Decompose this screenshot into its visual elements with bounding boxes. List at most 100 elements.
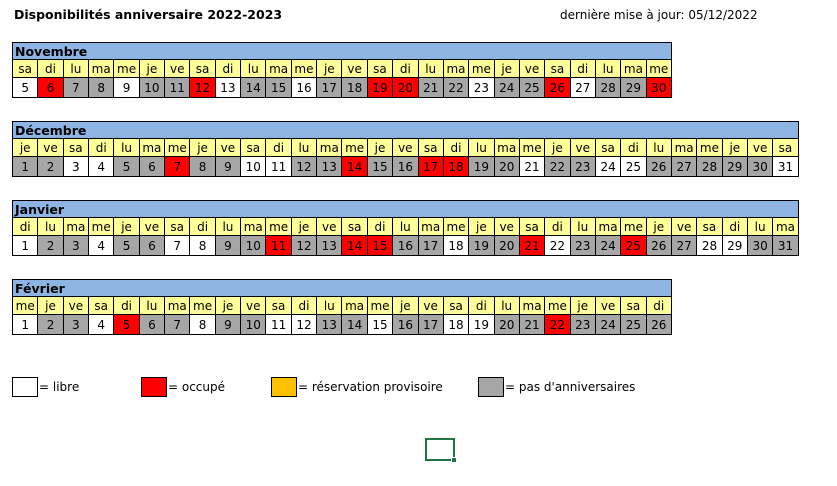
day-cell[interactable]: 20 — [493, 156, 520, 177]
day-cell[interactable]: 18 — [442, 314, 470, 335]
weekday-cell[interactable]: me — [468, 59, 495, 78]
weekday-cell[interactable]: ma — [62, 217, 90, 236]
day-cell[interactable]: 17 — [417, 314, 444, 335]
day-cell[interactable]: 6 — [37, 77, 64, 98]
day-cell[interactable]: 2 — [37, 156, 64, 177]
day-cell[interactable]: 26 — [645, 156, 672, 177]
day-cell[interactable]: 9 — [113, 77, 140, 98]
weekday-cell[interactable]: lu — [316, 296, 343, 315]
day-cell[interactable]: 25 — [620, 314, 647, 335]
day-cell[interactable]: 8 — [189, 156, 216, 177]
weekday-cell[interactable]: je — [366, 138, 394, 157]
day-cell[interactable]: 30 — [645, 77, 672, 98]
day-cell[interactable]: 8 — [189, 235, 216, 256]
weekday-cell[interactable]: ve — [493, 217, 520, 236]
day-cell[interactable]: 22 — [544, 235, 571, 256]
weekday-cell[interactable]: ve — [62, 296, 90, 315]
weekday-cell[interactable]: ve — [569, 138, 596, 157]
weekday-cell[interactable]: ma — [138, 138, 166, 157]
day-cell[interactable]: 28 — [594, 77, 622, 98]
weekday-cell[interactable]: ma — [164, 296, 191, 315]
weekday-cell[interactable]: lu — [290, 138, 318, 157]
day-cell[interactable]: 3 — [62, 156, 90, 177]
day-cell[interactable]: 21 — [518, 156, 546, 177]
month-name[interactable]: Février — [12, 279, 672, 297]
weekday-cell[interactable]: je — [11, 138, 39, 157]
weekday-cell[interactable]: sa — [366, 59, 394, 78]
day-cell[interactable]: 10 — [240, 235, 267, 256]
day-cell[interactable]: 4 — [88, 156, 115, 177]
weekday-cell[interactable]: di — [290, 296, 318, 315]
weekday-cell[interactable]: je — [113, 217, 140, 236]
day-cell[interactable]: 16 — [392, 156, 419, 177]
day-cell[interactable]: 1 — [11, 156, 39, 177]
day-cell[interactable]: 7 — [164, 156, 191, 177]
day-cell[interactable]: 17 — [417, 235, 444, 256]
weekday-cell[interactable]: sa — [594, 138, 622, 157]
weekday-cell[interactable]: me — [366, 296, 394, 315]
day-cell[interactable]: 23 — [569, 156, 596, 177]
weekday-cell[interactable]: ma — [772, 217, 799, 236]
day-cell[interactable]: 25 — [620, 156, 647, 177]
day-cell[interactable]: 31 — [772, 235, 799, 256]
day-cell[interactable]: 29 — [721, 156, 748, 177]
weekday-cell[interactable]: di — [392, 59, 419, 78]
weekday-cell[interactable]: ma — [493, 138, 520, 157]
day-cell[interactable]: 14 — [240, 77, 267, 98]
weekday-cell[interactable]: lu — [645, 138, 672, 157]
day-cell[interactable]: 29 — [620, 77, 647, 98]
day-cell[interactable]: 25 — [518, 77, 546, 98]
day-cell[interactable]: 12 — [290, 235, 318, 256]
weekday-cell[interactable]: ve — [518, 59, 546, 78]
day-cell[interactable]: 23 — [468, 77, 495, 98]
day-cell[interactable]: 7 — [62, 77, 90, 98]
weekday-cell[interactable]: je — [468, 217, 495, 236]
weekday-cell[interactable]: di — [544, 217, 571, 236]
day-cell[interactable]: 14 — [341, 156, 368, 177]
day-cell[interactable]: 29 — [721, 235, 748, 256]
day-cell[interactable]: 24 — [594, 156, 622, 177]
weekday-cell[interactable]: lu — [594, 59, 622, 78]
weekday-cell[interactable]: ma — [442, 59, 470, 78]
weekday-cell[interactable]: sa — [164, 217, 191, 236]
weekday-cell[interactable]: sa — [341, 217, 368, 236]
day-cell[interactable]: 16 — [392, 235, 419, 256]
weekday-cell[interactable]: me — [518, 138, 546, 157]
month-name[interactable]: Novembre — [12, 42, 672, 60]
day-cell[interactable]: 23 — [569, 314, 596, 335]
day-cell[interactable]: 27 — [569, 77, 596, 98]
weekday-cell[interactable]: me — [265, 217, 292, 236]
day-cell[interactable]: 12 — [290, 156, 318, 177]
day-cell[interactable]: 14 — [341, 314, 368, 335]
weekday-cell[interactable]: je — [645, 217, 672, 236]
day-cell[interactable]: 22 — [544, 156, 571, 177]
weekday-cell[interactable]: sa — [772, 138, 799, 157]
day-cell[interactable]: 11 — [265, 235, 292, 256]
weekday-cell[interactable]: ve — [594, 296, 622, 315]
weekday-cell[interactable]: di — [620, 138, 647, 157]
weekday-cell[interactable]: ve — [341, 59, 368, 78]
selected-cell-cursor[interactable] — [425, 438, 457, 463]
weekday-cell[interactable]: ve — [37, 138, 64, 157]
day-cell[interactable]: 2 — [37, 235, 64, 256]
weekday-cell[interactable]: me — [11, 296, 39, 315]
day-cell[interactable]: 25 — [620, 235, 647, 256]
day-cell[interactable]: 4 — [88, 235, 115, 256]
day-cell[interactable]: 11 — [164, 77, 191, 98]
day-cell[interactable]: 27 — [670, 156, 698, 177]
weekday-cell[interactable]: sa — [620, 296, 647, 315]
weekday-cell[interactable]: me — [113, 59, 140, 78]
weekday-cell[interactable]: di — [214, 59, 242, 78]
weekday-cell[interactable]: je — [189, 138, 216, 157]
day-cell[interactable]: 6 — [138, 235, 166, 256]
day-cell[interactable]: 28 — [696, 156, 723, 177]
weekday-cell[interactable]: je — [290, 217, 318, 236]
weekday-cell[interactable]: ma — [316, 138, 343, 157]
day-cell[interactable]: 13 — [214, 77, 242, 98]
day-cell[interactable]: 26 — [645, 235, 672, 256]
day-cell[interactable]: 5 — [113, 235, 140, 256]
weekday-cell[interactable]: ve — [316, 217, 343, 236]
day-cell[interactable]: 6 — [138, 156, 166, 177]
day-cell[interactable]: 9 — [214, 314, 242, 335]
weekday-cell[interactable]: di — [468, 296, 495, 315]
